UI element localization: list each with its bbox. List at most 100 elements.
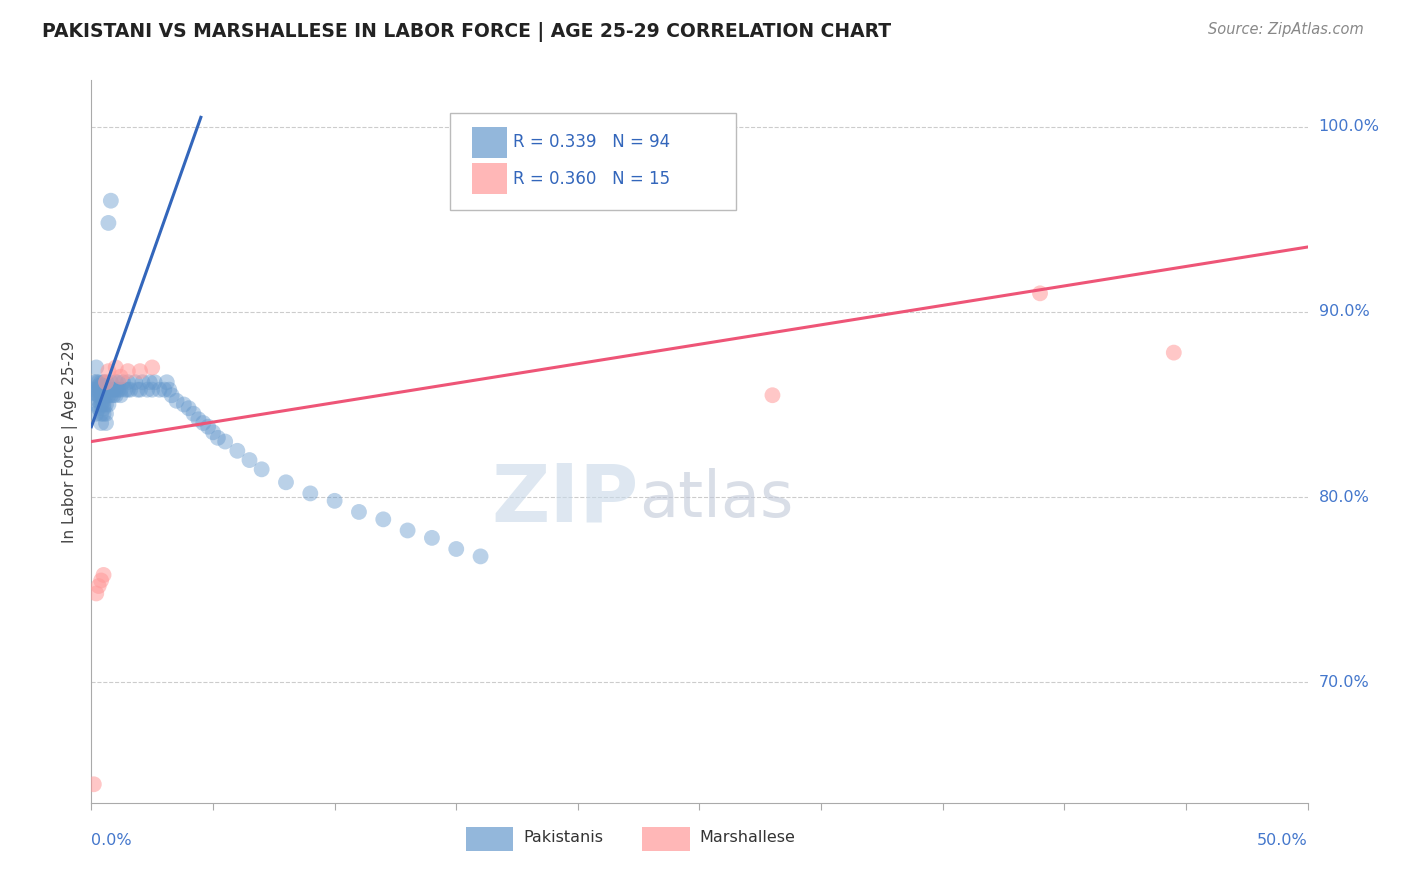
Point xyxy=(148,383,170,397)
Point xyxy=(100,194,122,208)
Point xyxy=(93,407,115,421)
Point xyxy=(93,393,115,408)
Point xyxy=(93,568,115,582)
Point xyxy=(110,388,132,402)
FancyBboxPatch shape xyxy=(643,827,690,851)
Point xyxy=(97,397,120,411)
Point xyxy=(84,376,107,390)
Point xyxy=(238,453,260,467)
Point xyxy=(87,579,110,593)
Point xyxy=(93,388,115,402)
Point xyxy=(83,777,105,791)
Point xyxy=(93,397,115,411)
Point xyxy=(84,397,107,411)
Point xyxy=(202,425,225,440)
Point xyxy=(93,383,115,397)
Point xyxy=(139,376,162,390)
Point xyxy=(470,549,492,564)
Point xyxy=(124,376,146,390)
Point xyxy=(100,376,122,390)
Point xyxy=(84,586,107,600)
Point xyxy=(94,376,117,390)
Point xyxy=(103,383,125,397)
Point xyxy=(226,443,249,458)
Point xyxy=(90,407,112,421)
Point xyxy=(94,388,117,402)
Point xyxy=(87,383,110,397)
Point xyxy=(93,376,115,390)
Point xyxy=(114,383,136,397)
Point xyxy=(107,376,129,390)
Point xyxy=(197,419,219,434)
Point xyxy=(120,383,142,397)
Point xyxy=(173,397,195,411)
Point xyxy=(250,462,273,476)
Point xyxy=(157,383,180,397)
Point xyxy=(87,379,110,393)
Point xyxy=(153,383,176,397)
Text: Source: ZipAtlas.com: Source: ZipAtlas.com xyxy=(1208,22,1364,37)
Point xyxy=(136,383,159,397)
Point xyxy=(94,376,117,390)
Text: R = 0.339   N = 94: R = 0.339 N = 94 xyxy=(513,134,671,152)
Point xyxy=(131,376,153,390)
Point xyxy=(143,376,166,390)
Point xyxy=(274,475,297,490)
Point xyxy=(94,397,117,411)
Point xyxy=(94,383,117,397)
Text: 100.0%: 100.0% xyxy=(1319,120,1379,134)
Text: 0.0%: 0.0% xyxy=(91,833,132,848)
Point xyxy=(420,531,443,545)
Point xyxy=(90,393,112,408)
Point xyxy=(97,383,120,397)
Point xyxy=(103,388,125,402)
Point xyxy=(90,388,112,402)
Point xyxy=(193,416,215,430)
Point xyxy=(166,393,188,408)
Point xyxy=(90,383,112,397)
Point xyxy=(84,407,107,421)
Point xyxy=(183,407,205,421)
Point xyxy=(87,388,110,402)
Point xyxy=(87,401,110,416)
Point xyxy=(87,393,110,408)
Point xyxy=(129,364,152,378)
Text: PAKISTANI VS MARSHALLESE IN LABOR FORCE | AGE 25-29 CORRELATION CHART: PAKISTANI VS MARSHALLESE IN LABOR FORCE … xyxy=(42,22,891,42)
Point xyxy=(396,524,419,538)
Point xyxy=(156,376,179,390)
Point xyxy=(94,416,117,430)
Text: 70.0%: 70.0% xyxy=(1319,675,1369,690)
Point xyxy=(83,383,105,397)
Text: 50.0%: 50.0% xyxy=(1257,833,1308,848)
Point xyxy=(177,401,200,416)
FancyBboxPatch shape xyxy=(472,163,508,194)
Point xyxy=(90,379,112,393)
FancyBboxPatch shape xyxy=(465,827,513,851)
Point xyxy=(347,505,370,519)
Point xyxy=(83,376,105,390)
Text: Marshallese: Marshallese xyxy=(699,830,796,845)
Point xyxy=(141,383,163,397)
Point xyxy=(761,388,783,402)
Point xyxy=(1163,345,1185,359)
Point xyxy=(373,512,395,526)
Point xyxy=(87,388,110,402)
Point xyxy=(187,412,209,426)
Point xyxy=(100,388,122,402)
Point xyxy=(87,376,110,390)
Point xyxy=(160,388,183,402)
Point xyxy=(110,369,132,384)
Point xyxy=(1029,286,1052,301)
Text: Pakistanis: Pakistanis xyxy=(523,830,603,845)
Point xyxy=(90,574,112,588)
Point xyxy=(323,493,346,508)
Point xyxy=(107,383,129,397)
Y-axis label: In Labor Force | Age 25-29: In Labor Force | Age 25-29 xyxy=(62,341,77,542)
Point xyxy=(207,431,229,445)
Point xyxy=(117,376,139,390)
Point xyxy=(90,416,112,430)
FancyBboxPatch shape xyxy=(450,112,735,211)
Point xyxy=(129,383,152,397)
Point xyxy=(104,383,127,397)
Point xyxy=(110,383,132,397)
